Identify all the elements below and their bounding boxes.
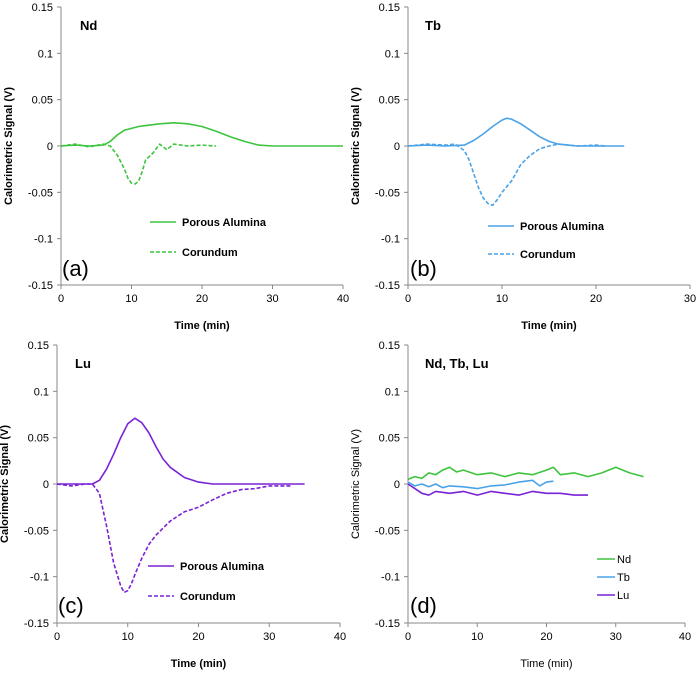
x-tick-label: 0: [58, 293, 64, 305]
x-axis-label: Time (min): [520, 658, 572, 670]
y-tick-label: 0: [43, 479, 49, 491]
chart-panel-1: 0.15 0.1 0.05 0 -0.05 -0.1 -0.15 0 10 20 30 40 Time …: [3, 2, 349, 332]
y-tick-label: -0.1: [34, 234, 53, 246]
y-tick-label: 0.05: [379, 433, 400, 445]
series-line-1: [407, 117, 625, 147]
legend-label: Porous Alumina: [182, 217, 267, 229]
x-tick-label: 10: [125, 293, 137, 305]
x-tick-label: 20: [192, 631, 204, 643]
series-line-1: [407, 466, 644, 481]
x-tick-label: 30: [263, 631, 275, 643]
y-tick-label: 0.15: [28, 340, 49, 352]
x-axis-label: Time (min): [171, 658, 227, 670]
series-line-2: [56, 483, 291, 594]
chart-panel-3: 0.15 0.1 0.05 0 -0.05 -0.1 -0.15 0 10 20 30 40 Time …: [0, 340, 346, 670]
series-line-3: [407, 483, 588, 496]
panel-label: (a): [62, 256, 89, 281]
legend-label: Porous Alumina: [180, 561, 265, 573]
y-tick-label: 0.1: [385, 386, 400, 398]
x-tick-label: 10: [496, 293, 508, 305]
chart-title: Nd: [80, 18, 97, 33]
y-tick-label: -0.15: [375, 618, 400, 630]
y-tick-label: 0: [47, 141, 53, 153]
y-tick-label: -0.15: [28, 280, 53, 292]
y-tick-label: -0.05: [375, 525, 400, 537]
x-tick-label: 10: [122, 631, 134, 643]
y-tick-label: 0.15: [379, 340, 400, 352]
y-axis-label: Calorimetric Signal (V): [3, 87, 15, 205]
y-tick-label: 0.1: [34, 386, 49, 398]
y-tick-label: 0.1: [38, 48, 53, 60]
y-tick-label: -0.05: [24, 525, 49, 537]
x-tick-label: 40: [337, 293, 349, 305]
y-tick-label: 0: [394, 479, 400, 491]
y-tick-label: -0.1: [30, 572, 49, 584]
y-tick-label: 0.05: [28, 433, 49, 445]
x-tick-label: 0: [405, 631, 411, 643]
y-tick-label: -0.1: [381, 234, 400, 246]
x-tick-label: 30: [610, 631, 622, 643]
x-tick-label: 20: [590, 293, 602, 305]
y-tick-label: -0.15: [375, 280, 400, 292]
y-tick-label: -0.05: [375, 187, 400, 199]
x-tick-label: 10: [471, 631, 483, 643]
legend-label: Corundum: [520, 249, 576, 261]
y-axis-label: Calorimetric Signal (V): [350, 87, 362, 205]
series-line-1: [57, 417, 305, 485]
legend-label: Lu: [617, 590, 629, 602]
chart-panel-4: 0.15 0.1 0.05 0 -0.05 -0.1 -0.15 0 10 20 30 40 Time …: [350, 340, 691, 670]
x-tick-label: 0: [54, 631, 60, 643]
chart-title: Tb: [425, 18, 441, 33]
series-line-1: [60, 122, 343, 147]
x-tick-label: 30: [266, 293, 278, 305]
series-line-2: [60, 143, 217, 185]
y-tick-label: -0.1: [381, 572, 400, 584]
y-axis-label: Calorimetric Signal (V): [350, 429, 362, 539]
y-axis-label: Calorimetric Signal (V): [0, 425, 11, 543]
x-tick-label: 20: [540, 631, 552, 643]
legend-label: Corundum: [182, 247, 238, 259]
y-tick-label: 0.1: [385, 48, 400, 60]
y-tick-label: 0.05: [379, 95, 400, 107]
x-tick-label: 40: [679, 631, 691, 643]
y-tick-label: 0: [394, 141, 400, 153]
series-line-2: [407, 143, 606, 207]
chart-title: Nd, Tb, Lu: [425, 356, 489, 371]
x-tick-label: 20: [196, 293, 208, 305]
y-tick-label: 0.05: [32, 95, 53, 107]
x-tick-label: 0: [405, 293, 411, 305]
panel-label: (c): [58, 593, 84, 618]
x-tick-label: 30: [684, 293, 696, 305]
legend-label: Corundum: [180, 591, 236, 603]
legend-label: Nd: [617, 554, 631, 566]
y-tick-label: -0.05: [28, 187, 53, 199]
y-tick-label: -0.15: [24, 618, 49, 630]
x-axis-label: Time (min): [521, 320, 577, 332]
chart-title: Lu: [75, 356, 91, 371]
x-axis-label: Time (min): [174, 320, 230, 332]
x-tick-label: 40: [334, 631, 346, 643]
chart-panel-2: 0.15 0.1 0.05 0 -0.05 -0.1 -0.15 0 10 20 30 Time (m…: [350, 2, 696, 332]
y-tick-label: 0.15: [379, 2, 400, 14]
legend-label: Porous Alumina: [520, 221, 605, 233]
panel-label: (b): [410, 256, 437, 281]
legend-label: Tb: [617, 572, 630, 584]
y-tick-label: 0.15: [32, 2, 53, 14]
panel-label: (d): [410, 593, 437, 618]
series-line-2: [407, 479, 554, 490]
